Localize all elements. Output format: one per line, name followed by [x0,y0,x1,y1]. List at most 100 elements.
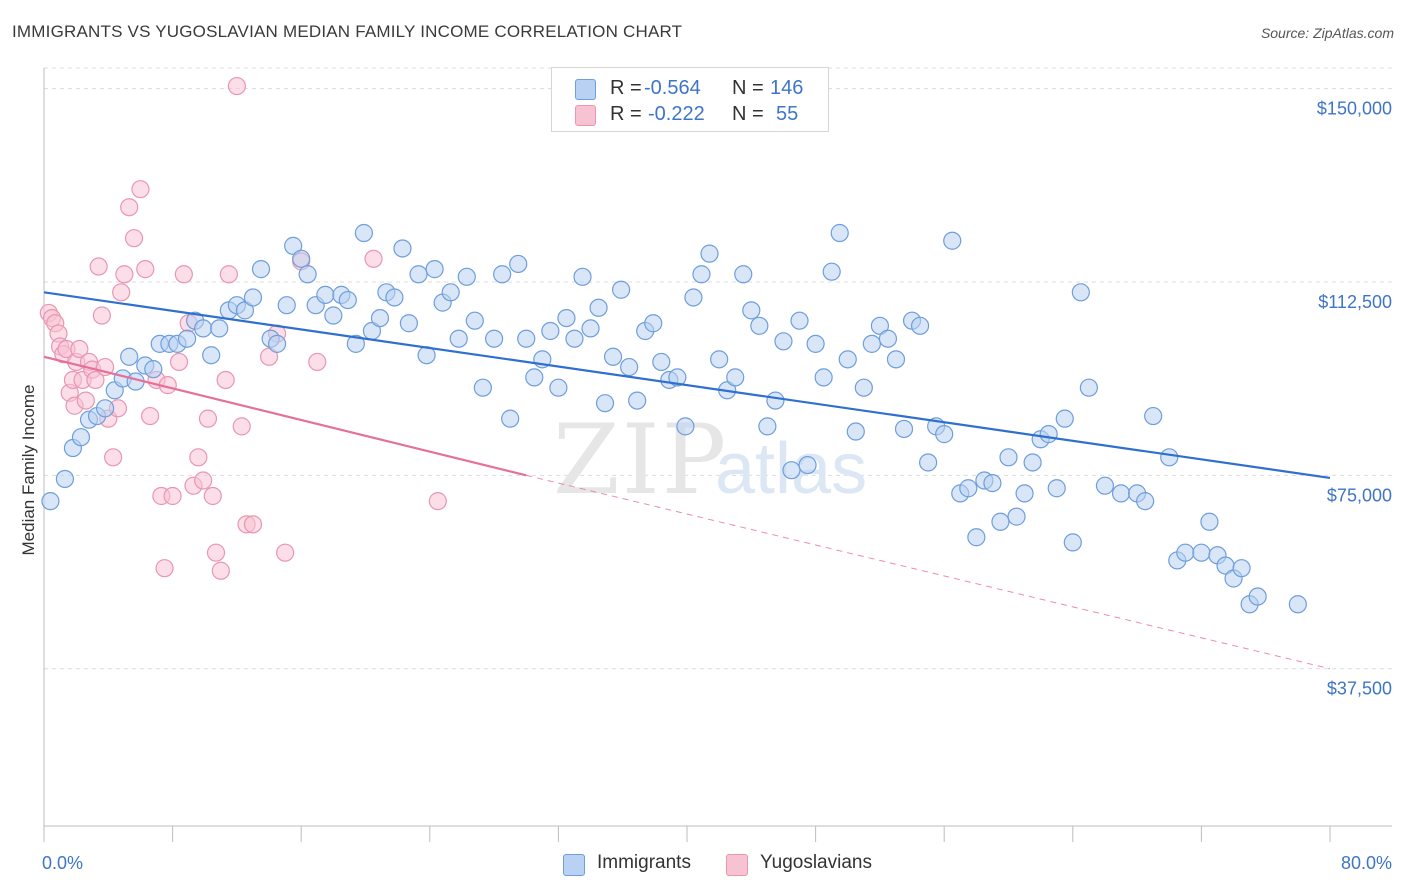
yugoslavian-point [216,370,235,390]
immigrant-point [1023,453,1042,472]
yugoslavian-point [124,229,144,248]
legend-row-yugoslavians: R = -0.222 N = 55 [552,102,828,128]
immigrant-point [449,329,468,348]
immigrant-point [251,260,271,279]
immigrant-point [1160,448,1179,467]
immigrant-point [766,391,785,410]
immigrant-point [210,319,229,338]
immigrant-point [806,334,825,353]
immigrant-point [120,347,139,366]
legend-n-value: 146 [770,77,804,99]
immigrant-point [1200,512,1219,531]
yugoslavian-point [155,559,174,578]
immigrant-point [565,329,584,348]
immigrant-point [71,428,91,447]
immigrant-point [1176,543,1195,562]
bottom-legend-label-yugoslavians: Yugoslavians [760,852,872,873]
immigrant-point [910,316,930,335]
legend-n-label: N = [732,103,764,125]
immigrant-point [878,329,898,348]
immigrant-point [292,249,311,268]
immigrant-point [525,368,544,387]
immigrant-point [710,350,729,369]
immigrant-point [202,346,221,365]
x-tick-label: 0.0% [42,853,83,873]
immigrant-point [1015,484,1034,503]
immigrant-point [277,296,296,315]
immigrant-point [1095,476,1115,495]
yugoslavian-point [131,180,150,199]
immigrant-point [1047,479,1066,498]
yugoslavian-point [259,347,279,366]
immigrant-point [457,267,476,286]
y-tick-label: $37,500 [1327,679,1392,699]
yugoslavian-point [232,417,251,436]
immigrant-point [991,512,1010,531]
watermark: ZIP atlas [553,404,867,516]
yugoslavian-point [76,391,95,410]
watermark-zip: ZIP [553,404,728,516]
immigrant-point [611,280,631,299]
legend-r-label: R = [610,103,642,125]
yugoslavian-point [243,515,263,534]
immigrant-point [324,306,343,325]
immigrant-point [284,236,303,255]
immigrant-point [393,239,412,258]
immigrant-point [1055,409,1074,428]
immigrant-point [1071,283,1090,302]
immigrant-point [742,301,761,320]
immigrant-point [814,368,833,387]
immigrant-point [354,223,373,243]
immigrant-point [774,332,793,351]
immigrant-point [758,417,777,436]
yugoslavian-point [206,543,226,562]
yugoslavian-point [364,249,383,268]
immigrant-point [541,321,560,341]
immigrant-point [346,334,365,353]
trend-lines [43,291,1331,670]
immigrant-point [399,314,419,333]
immigrant-point [620,357,639,377]
immigrant-point [999,448,1018,467]
immigrant-point [243,288,263,307]
bottom-legend-label-immigrants: Immigrants [597,852,691,873]
immigrant-point [919,453,938,472]
immigrant-point [734,265,753,284]
y-tick-label: $112,500 [1318,292,1392,312]
legend-r-label: R = [610,77,642,99]
yugoslavian-point [86,370,105,390]
immigrant-point [409,265,428,284]
immigrant-point [822,262,841,281]
immigrant-point [750,316,769,335]
immigrant-point [798,455,817,475]
y-tick-label: $75,000 [1327,485,1392,505]
legend-row-immigrants: R = -0.564 N = 146 [552,76,828,102]
immigrant-point [726,368,745,387]
immigrant-point [870,316,890,335]
axes [43,68,1392,842]
yugoslavian-point [227,76,246,96]
immigrant-point [1288,595,1307,614]
immigrant-point [41,492,60,511]
immigrant-point [370,308,390,328]
immigrant-point [790,311,809,330]
immigrant-point [267,334,287,353]
immigrant-point [1192,543,1211,562]
immigrant-point [1039,425,1058,444]
yugoslavian-point [112,283,131,302]
immigrant-point [894,419,914,439]
yugoslavian-point [115,265,134,284]
immigrant-point [493,265,512,284]
immigrant-point [684,288,703,307]
immigrant-point [676,417,695,436]
yugoslavian-point [104,448,123,467]
yugoslavian-point [198,409,218,428]
bottom-legend-swatch-yugoslavians [726,854,748,876]
correlation-legend: R = -0.564 N = 146 R = -0.222 N = 55 [551,67,829,132]
legend-swatch-immigrants [575,79,596,100]
yugoslavian-point [189,448,208,467]
immigrant-point [603,347,623,366]
yugoslavian-point [203,486,222,506]
immigrant-point [298,265,317,284]
